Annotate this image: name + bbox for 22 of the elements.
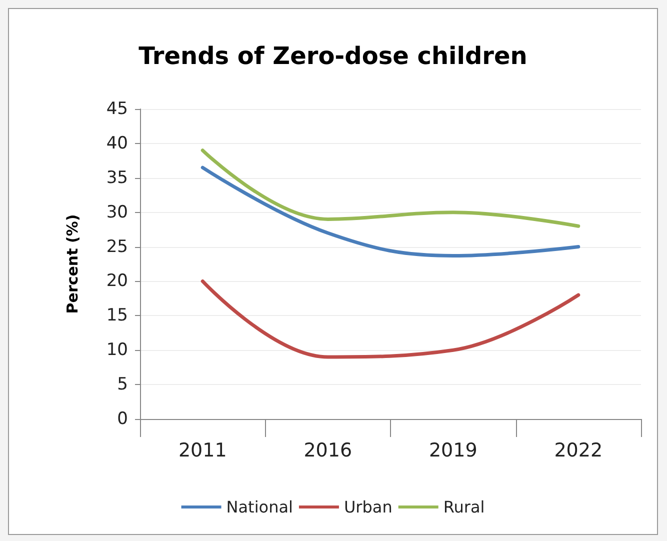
y-tick-label: 35	[106, 168, 128, 188]
y-axis-title: Percent (%)	[64, 214, 82, 314]
y-tick-label: 45	[106, 99, 128, 119]
y-tick-label: 10	[106, 340, 128, 360]
x-tick-label: 2016	[304, 440, 352, 462]
y-tick-label: 20	[106, 271, 128, 292]
line-series	[200, 148, 580, 228]
x-tick-label: 2022	[554, 440, 603, 462]
x-tick-label: 2011	[178, 440, 227, 462]
line-series	[200, 279, 580, 359]
line-series	[200, 166, 580, 258]
x-tick-label: 2019	[428, 440, 478, 462]
y-tick-label: 15	[106, 306, 128, 326]
legend-label: National	[226, 498, 293, 516]
legend-label: Urban	[344, 498, 392, 516]
y-tick-label: 25	[106, 236, 128, 257]
chart-title: Trends of Zero-dose children	[138, 42, 528, 70]
y-tick-label: 5	[117, 374, 128, 395]
y-tick-label: 40	[106, 133, 128, 154]
y-tick-label: 30	[106, 202, 128, 222]
legend-label: Rural	[443, 498, 485, 516]
y-tick-label: 0	[117, 409, 128, 429]
